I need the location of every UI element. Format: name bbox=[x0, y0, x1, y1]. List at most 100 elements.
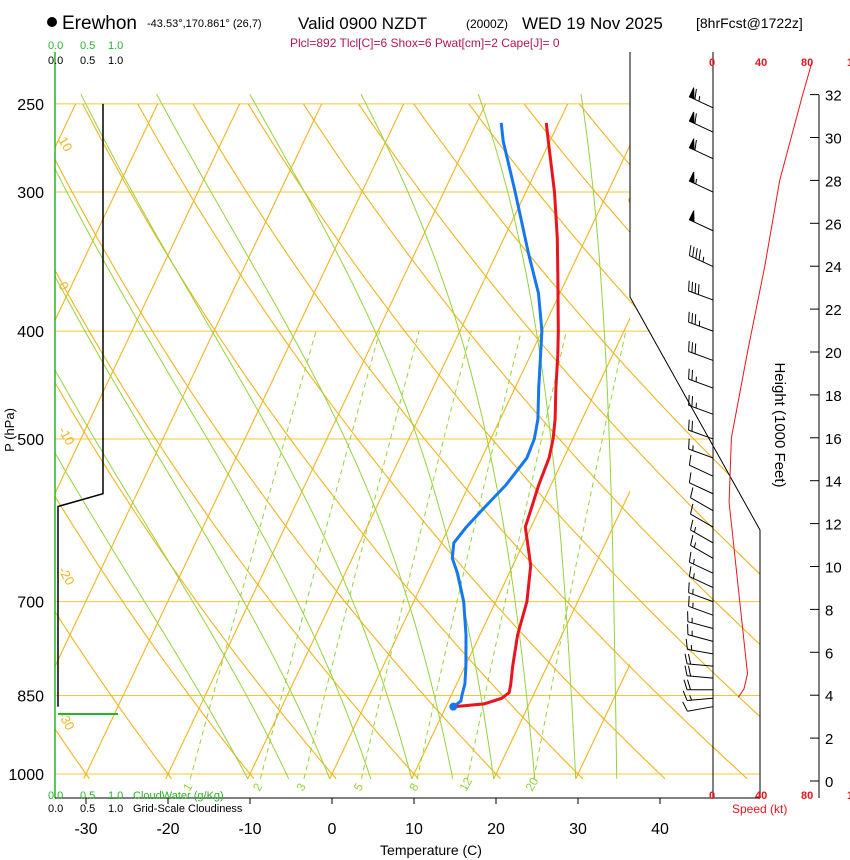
moist-adiabat-label: 10 bbox=[55, 134, 75, 154]
wind-barb bbox=[688, 341, 714, 361]
temperature-tick-label: 20 bbox=[487, 821, 505, 838]
cloud-water-bottom-ticks: 0.0 0.5 1.0 CloudWater (g/Kg) bbox=[48, 790, 224, 802]
cloudiness-label: Grid-Scale Cloudiness bbox=[133, 803, 243, 815]
wind-barb bbox=[690, 503, 714, 528]
wind-speed-tick: 40 bbox=[755, 790, 767, 802]
isotherm-line bbox=[411, 103, 630, 780]
height-tick-label: 18 bbox=[825, 388, 842, 405]
wind-barb bbox=[682, 690, 714, 701]
wind-speed-tick: 80 bbox=[801, 57, 813, 69]
dry-adiabat-line bbox=[82, 103, 584, 780]
wind-barbs bbox=[682, 87, 714, 712]
moist-adiabat-line bbox=[360, 93, 536, 779]
mixing-ratio-label: 5 bbox=[351, 780, 367, 793]
height-tick-label: 10 bbox=[825, 560, 842, 577]
moist-adiabat-line bbox=[55, 93, 372, 779]
cloud-water-bottom-tick: 0.0 bbox=[48, 790, 63, 802]
dry-adiabat-line bbox=[358, 103, 760, 780]
surface-point-marker bbox=[449, 702, 458, 711]
valid-date: WED 19 Nov 2025 bbox=[522, 14, 663, 33]
mixing-ratio-label: 2 bbox=[250, 780, 266, 793]
temperature-tick-label: -30 bbox=[74, 821, 97, 838]
mixing-ratio-line bbox=[189, 330, 317, 779]
height-axis-title: Height (1000 Feet) bbox=[771, 362, 788, 487]
wind-barb bbox=[688, 245, 714, 268]
dry-adiabat-line bbox=[247, 103, 760, 780]
height-tick-label: 6 bbox=[825, 645, 833, 662]
dry-adiabat-line bbox=[468, 103, 760, 780]
isotherms bbox=[55, 103, 850, 780]
wind-barb bbox=[687, 624, 714, 642]
dry-adiabats bbox=[55, 103, 760, 780]
isotherm-line bbox=[658, 104, 850, 779]
moist-adiabat-line bbox=[55, 94, 290, 780]
wind-barb bbox=[688, 171, 714, 193]
wind-barb bbox=[682, 701, 714, 712]
cloud-water-bottom-tick: 1.0 bbox=[108, 790, 123, 802]
height-tick-label: 30 bbox=[825, 131, 842, 148]
cloudiness-bottom-tick: 1.0 bbox=[108, 803, 123, 815]
cloud-water-bottom-tick: 0.5 bbox=[80, 790, 95, 802]
wind-speed-tick: 12 bbox=[847, 790, 850, 802]
wind-barb bbox=[688, 595, 714, 616]
wind-speed-tick: 40 bbox=[755, 57, 767, 69]
wind-barb bbox=[688, 210, 714, 232]
wind-speed-label: Speed (kt) bbox=[732, 802, 787, 816]
wind-barb bbox=[690, 519, 714, 544]
isotherm-line bbox=[329, 103, 630, 780]
cloudiness-bottom-ticks: 0.0 0.5 1.0 Grid-Scale Cloudiness bbox=[48, 803, 243, 815]
pressure-tick-label: 1000 bbox=[8, 767, 44, 784]
pressure-tick-label: 500 bbox=[17, 432, 44, 449]
moist-adiabat-line bbox=[249, 93, 495, 779]
cloudiness-bottom-tick: 0.5 bbox=[80, 803, 95, 815]
isotherm-line bbox=[165, 103, 487, 780]
height-tick-label: 28 bbox=[825, 173, 842, 190]
temperature-axis: -30 -20 -10 0 10 20 30 40 bbox=[74, 798, 669, 838]
dry-adiabat-line bbox=[55, 103, 337, 780]
wind-barb bbox=[688, 111, 714, 133]
pressure-axis-title: P (hPa) bbox=[2, 408, 17, 452]
height-tick-label: 0 bbox=[825, 774, 833, 791]
wind-barb bbox=[684, 653, 714, 667]
temperature-trace bbox=[453, 122, 560, 709]
dry-adiabat-line bbox=[55, 103, 173, 780]
cloud-water-label: CloudWater (g/Kg) bbox=[133, 790, 224, 802]
wind-barb bbox=[688, 138, 714, 160]
wind-barb bbox=[684, 665, 714, 679]
wind-barb bbox=[688, 311, 714, 332]
wind-speed-tick: 80 bbox=[801, 790, 813, 802]
station-coords: -43.53°,170.861° (26,7) bbox=[147, 18, 262, 30]
pressure-tick-label: 250 bbox=[17, 97, 44, 114]
mixing-ratio-line bbox=[360, 330, 472, 779]
dry-adiabat-line bbox=[137, 103, 666, 780]
wind-barb bbox=[688, 582, 714, 603]
wind-barb bbox=[688, 551, 714, 574]
temperature-tick-label: 0 bbox=[328, 821, 337, 838]
wind-barb bbox=[683, 679, 714, 691]
thermo-background: 1 2 3 5 8 12 20 10 0 -10 -20 -30 0 10 20 30 bbox=[55, 93, 850, 794]
height-tick-label: 26 bbox=[825, 216, 842, 233]
wind-barb bbox=[688, 566, 714, 589]
wind-speed-profile bbox=[728, 62, 813, 698]
mixing-ratio-label: 8 bbox=[406, 780, 422, 793]
dry-adiabat-line bbox=[523, 103, 760, 780]
wind-barb bbox=[685, 638, 714, 655]
wind-speed-tick: 0 bbox=[709, 57, 715, 69]
isotherm-line bbox=[83, 103, 405, 780]
dry-adiabat-line bbox=[413, 103, 760, 780]
cloudiness-bottom-tick: 0.0 bbox=[48, 803, 63, 815]
wind-barb bbox=[690, 534, 714, 559]
cloud-water-top-ticks: 0.0 0.5 1.0 bbox=[48, 40, 123, 52]
height-tick-label: 12 bbox=[825, 517, 842, 534]
temperature-axis-title: Temperature (C) bbox=[380, 842, 482, 858]
dry-adiabat-line bbox=[578, 103, 760, 780]
wind-speed-tick: 12 bbox=[847, 57, 850, 69]
plot-frame bbox=[54, 52, 761, 799]
utc-time: (2000Z) bbox=[466, 17, 508, 31]
wind-barb bbox=[688, 280, 714, 301]
mixing-ratio-lines: 1 2 3 5 8 12 20 bbox=[180, 330, 627, 794]
isobars bbox=[55, 103, 760, 775]
